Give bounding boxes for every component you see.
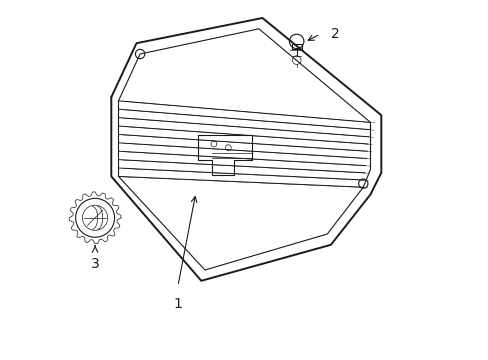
Text: 3: 3 bbox=[91, 257, 99, 271]
Text: 1: 1 bbox=[173, 297, 182, 311]
Bar bbox=[291, 44, 301, 49]
Text: 2: 2 bbox=[330, 27, 339, 41]
